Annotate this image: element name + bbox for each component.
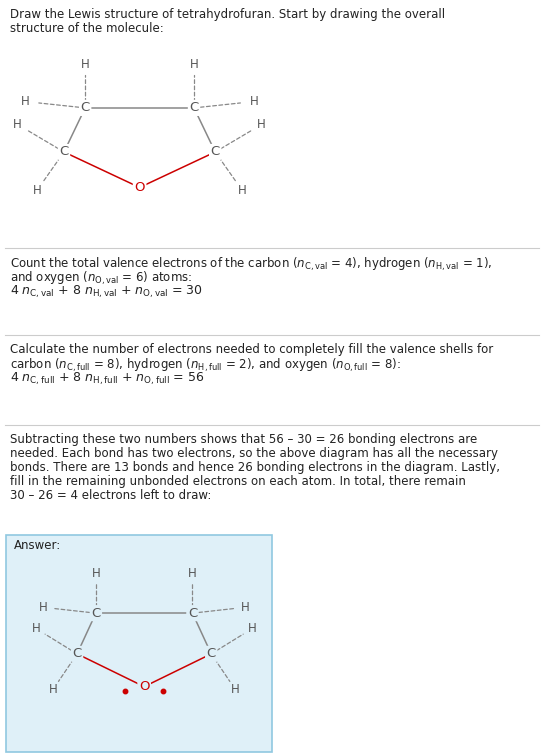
Text: H: H [250, 95, 258, 108]
Text: H: H [91, 567, 100, 580]
Text: C: C [59, 145, 69, 159]
Text: H: H [190, 58, 199, 71]
Text: H: H [231, 683, 239, 696]
Point [159, 685, 168, 697]
Text: C: C [188, 606, 197, 620]
Text: and oxygen ($n_\mathrm{O,val}$ = 6) atoms:: and oxygen ($n_\mathrm{O,val}$ = 6) atom… [10, 270, 193, 287]
FancyBboxPatch shape [6, 535, 272, 752]
Text: structure of the molecule:: structure of the molecule: [10, 22, 164, 35]
Text: H: H [81, 58, 90, 71]
Text: C: C [91, 606, 101, 620]
Text: H: H [49, 683, 58, 696]
Text: Calculate the number of electrons needed to completely fill the valence shells f: Calculate the number of electrons needed… [10, 343, 493, 356]
Text: Count the total valence electrons of the carbon ($n_\mathrm{C,val}$ = 4), hydrog: Count the total valence electrons of the… [10, 256, 492, 273]
Text: Subtracting these two numbers shows that 56 – 30 = 26 bonding electrons are: Subtracting these two numbers shows that… [10, 433, 477, 446]
Text: H: H [13, 118, 22, 131]
Text: H: H [39, 601, 47, 614]
Text: C: C [72, 647, 82, 661]
Text: C: C [189, 101, 199, 114]
Text: H: H [32, 622, 40, 635]
Text: O: O [139, 680, 150, 693]
Text: C: C [211, 145, 220, 159]
Text: needed. Each bond has two electrons, so the above diagram has all the necessary: needed. Each bond has two electrons, so … [10, 447, 498, 460]
Text: C: C [81, 101, 90, 114]
Text: carbon ($n_\mathrm{C,full}$ = 8), hydrogen ($n_\mathrm{H,full}$ = 2), and oxygen: carbon ($n_\mathrm{C,full}$ = 8), hydrog… [10, 357, 401, 374]
Text: Draw the Lewis structure of tetrahydrofuran. Start by drawing the overall: Draw the Lewis structure of tetrahydrofu… [10, 8, 445, 21]
Text: H: H [21, 95, 30, 108]
Text: Answer:: Answer: [14, 539, 61, 552]
Text: 4 $n_\mathrm{C,val}$ + 8 $n_\mathrm{H,val}$ + $n_\mathrm{O,val}$ = 30: 4 $n_\mathrm{C,val}$ + 8 $n_\mathrm{H,va… [10, 284, 203, 300]
Text: bonds. There are 13 bonds and hence 26 bonding electrons in the diagram. Lastly,: bonds. There are 13 bonds and hence 26 b… [10, 461, 500, 474]
Text: H: H [248, 622, 257, 635]
Text: O: O [134, 181, 145, 194]
Text: H: H [257, 118, 266, 131]
Text: 4 $n_\mathrm{C,full}$ + 8 $n_\mathrm{H,full}$ + $n_\mathrm{O,full}$ = 56: 4 $n_\mathrm{C,full}$ + 8 $n_\mathrm{H,f… [10, 371, 205, 387]
Text: H: H [241, 601, 250, 614]
Text: H: H [238, 184, 246, 197]
Text: H: H [188, 567, 197, 580]
Text: H: H [33, 184, 41, 197]
Text: fill in the remaining unbonded electrons on each atom. In total, there remain: fill in the remaining unbonded electrons… [10, 475, 466, 488]
Text: C: C [207, 647, 216, 661]
Text: 30 – 26 = 4 electrons left to draw:: 30 – 26 = 4 electrons left to draw: [10, 489, 212, 502]
Point [121, 685, 129, 697]
